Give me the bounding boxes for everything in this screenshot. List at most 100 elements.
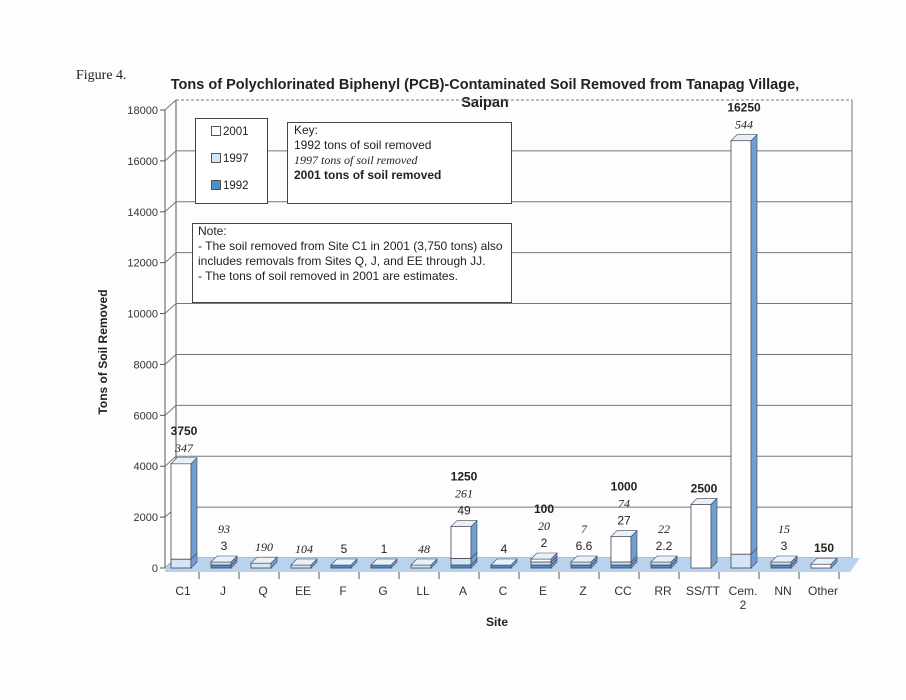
data-label-1997: 190 (255, 540, 273, 554)
note-line: - The soil removed from Site C1 in 2001 … (198, 239, 503, 253)
y-tick-label: 14000 (127, 207, 158, 219)
data-label-1997: 7 (581, 522, 588, 536)
bar-1997 (730, 553, 752, 569)
bar-side-2001 (750, 133, 758, 555)
bar-top (330, 558, 358, 566)
x-tick-label: G (378, 584, 387, 598)
x-tick-label: A (459, 584, 467, 598)
legend-swatch (211, 126, 221, 136)
bar-1997 (770, 561, 792, 566)
gridline-side (164, 99, 177, 111)
x-tick-label: Q (258, 584, 267, 598)
x-tick-label: Z (579, 584, 586, 598)
x-tick-label: E (539, 584, 547, 598)
bar-top (610, 530, 638, 537)
bar-top (690, 498, 718, 505)
x-tick-label: C1 (175, 584, 191, 598)
bar-1992 (650, 564, 672, 569)
bar-side-2001 (190, 457, 198, 560)
y-tick-label: 6000 (134, 410, 158, 422)
bar-top (650, 555, 678, 563)
note-box: Note: - The soil removed from Site C1 in… (192, 223, 512, 303)
y-tick-label: 2000 (134, 512, 158, 524)
data-label-1992: 2 (541, 536, 548, 550)
data-label-2001: 16250 (727, 101, 761, 115)
data-label-2001: 2500 (691, 481, 718, 495)
bar-2001 (170, 463, 192, 560)
bar-2001 (530, 558, 552, 563)
legend-label: 1992 (223, 180, 249, 192)
bar-side-2001 (710, 497, 718, 569)
x-tick-label: 2 (740, 598, 747, 612)
note-heading: Note: (198, 224, 227, 238)
data-label-2001: 1250 (451, 470, 478, 484)
bar-1992 (530, 564, 552, 569)
data-label-1997: 104 (295, 542, 313, 556)
bar-1997 (450, 557, 472, 566)
note-line: includes removals from Sites Q, J, and E… (198, 254, 486, 268)
data-label-1997: 15 (778, 522, 790, 536)
bar-2001 (690, 503, 712, 569)
data-label-1997: 544 (735, 118, 753, 132)
data-label-1992: 3 (781, 539, 788, 553)
y-tick-label: 0 (152, 563, 158, 575)
gridline-side (164, 404, 177, 416)
y-tick-label: 10000 (127, 309, 158, 321)
bar-1997 (170, 558, 192, 569)
x-tick-label: Cem. (729, 584, 758, 598)
x-tick-label: EE (295, 584, 311, 598)
bar-2001 (450, 526, 472, 559)
legend-label: 1997 (223, 153, 249, 165)
legend-entry-1997: 1997 (211, 152, 249, 167)
legend-entry-2001: 2001 (211, 125, 249, 140)
bar-top (570, 555, 598, 563)
gridline-side (164, 455, 177, 467)
gridline-side (164, 201, 177, 213)
y-tick-label: 12000 (127, 258, 158, 270)
x-axis-label: Site (486, 615, 509, 629)
bar-2001 (610, 536, 632, 563)
legend-label: 2001 (223, 126, 249, 138)
data-label-1992: 3 (221, 539, 228, 553)
x-tick-label: CC (614, 584, 632, 598)
bar-1997 (290, 564, 312, 569)
bar-1992 (610, 564, 632, 569)
bar-top (210, 555, 238, 563)
bar-1992 (370, 564, 392, 569)
bar-1992 (210, 564, 232, 569)
gridline-side (164, 303, 177, 314)
bar-top (490, 558, 518, 566)
data-label-1997: 48 (418, 542, 430, 556)
data-label-2001: 150 (814, 541, 834, 555)
y-axis-label: Tons of Soil Removed (96, 289, 110, 415)
key-box: Key: 1992 tons of soil removed 1997 tons… (287, 122, 512, 204)
key-1992: 1992 tons of soil removed (294, 138, 432, 152)
figure-label: Figure 4. (76, 68, 127, 83)
data-label-1992: 2.2 (656, 539, 673, 553)
bar-1997 (530, 561, 552, 566)
data-label-1992: 6.6 (576, 539, 593, 553)
x-tick-label: NN (774, 584, 791, 598)
bar-top (770, 555, 798, 563)
bar-1992 (450, 564, 472, 569)
bar-1992 (490, 564, 512, 569)
legend-swatch (211, 180, 221, 190)
bar-1997 (210, 561, 232, 566)
note-line: - The tons of soil removed in 2001 are e… (198, 269, 458, 283)
data-label-1997: 93 (218, 522, 230, 536)
bar-top (410, 558, 438, 566)
bar-top (530, 552, 558, 560)
data-label-1992: 49 (457, 504, 471, 518)
bar-1997 (650, 561, 672, 566)
x-tick-label: SS/TT (686, 584, 721, 598)
data-label-1992: 5 (341, 542, 348, 556)
y-tick-label: 16000 (127, 156, 158, 168)
x-tick-label: Other (808, 584, 838, 598)
data-label-2001: 3750 (171, 424, 198, 438)
x-tick-label: J (220, 584, 226, 598)
bar-1992 (770, 564, 792, 569)
bar-1992 (330, 564, 352, 569)
y-tick-label: 8000 (134, 359, 158, 371)
bar-top (810, 557, 838, 565)
